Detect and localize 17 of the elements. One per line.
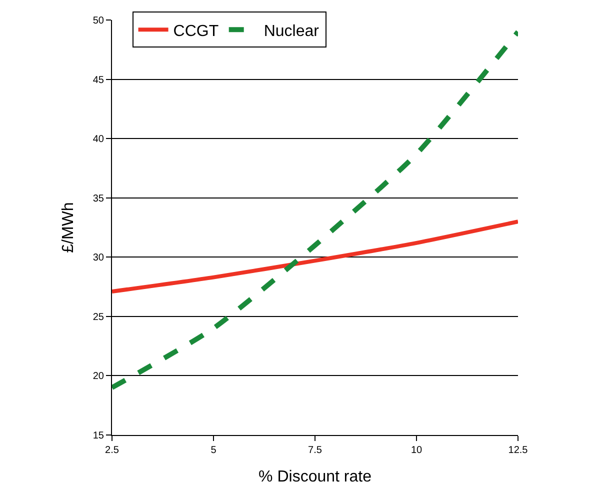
y-tick-label: 40: [92, 134, 104, 146]
x-tick-label: 10: [410, 445, 422, 456]
y-tick-label: 15: [92, 430, 104, 442]
y-tick-label: 45: [92, 74, 104, 86]
y-tick-label: 30: [92, 252, 104, 264]
legend-label: Nuclear: [264, 22, 320, 40]
x-tick-label: 5: [210, 445, 217, 456]
y-tick-label: 35: [92, 193, 104, 204]
x-tick-label: 12.5: [508, 445, 528, 456]
legend-label: CCGT: [173, 22, 219, 40]
y-axis-title: £/MWh: [60, 202, 77, 253]
y-tick-label: 20: [92, 371, 104, 382]
y-tick-label: 25: [92, 312, 104, 323]
x-tick-label: 7.5: [308, 445, 322, 456]
y-tick-label: 50: [92, 16, 104, 26]
x-tick-label: 2.5: [105, 445, 120, 456]
x-axis-title: % Discount rate: [258, 468, 372, 486]
